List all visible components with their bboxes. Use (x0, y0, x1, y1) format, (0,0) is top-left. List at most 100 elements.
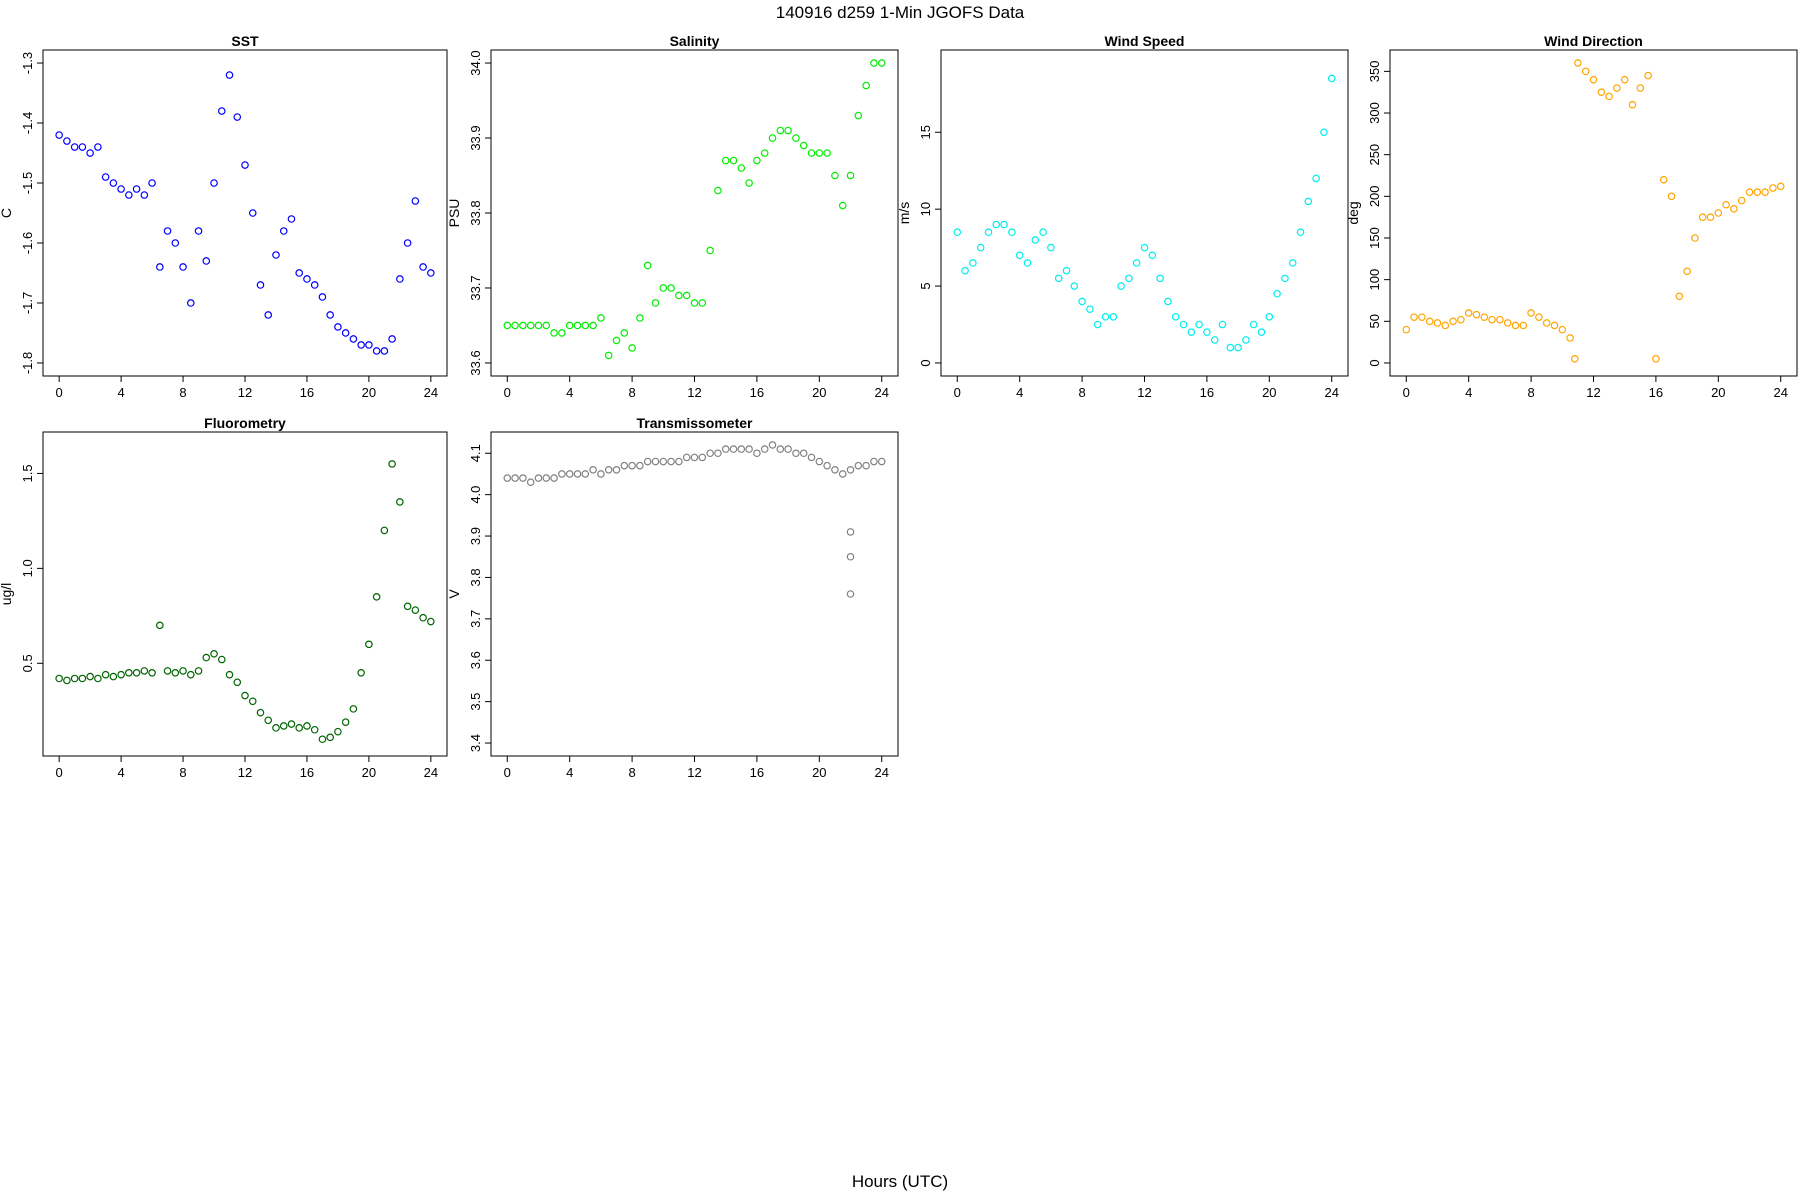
y-tick-label: 1.5 (20, 464, 35, 482)
data-point (380, 347, 389, 355)
data-point (1503, 319, 1512, 327)
data-point (179, 667, 187, 675)
data-point (659, 457, 668, 466)
data-point (573, 470, 582, 478)
x-tick-label: 0 (954, 385, 961, 400)
data-point (419, 613, 427, 622)
data-point (1636, 84, 1645, 92)
data-point (279, 722, 288, 730)
data-point (256, 708, 265, 717)
data-point (675, 291, 683, 300)
data-point (542, 474, 551, 482)
data-point (984, 228, 993, 237)
data-point (760, 149, 769, 157)
plot-frame (490, 49, 899, 377)
data-point (799, 449, 808, 458)
x-tick-label: 24 (424, 765, 438, 780)
data-point (1148, 251, 1157, 260)
data-point (667, 457, 675, 466)
data-point (163, 667, 172, 675)
y-tick-label: 3.4 (468, 734, 483, 752)
panels: SSTC04812162024-1.8-1.7-1.6-1.5-1.4-1.3S… (0, 33, 1798, 780)
data-point (1722, 200, 1730, 209)
data-point (287, 215, 296, 223)
panel-1: SST C 0 4 8 12 16 20 24 -1.8 -1.7 -1.6 -1.5 -1.4 -1.3 (0, 33, 448, 400)
data-point (953, 228, 962, 237)
data-point (380, 526, 389, 535)
data-point (1179, 320, 1188, 329)
x-tick-label: 12 (1586, 385, 1600, 400)
data-point (272, 724, 280, 732)
data-point (148, 179, 156, 187)
data-point (831, 465, 839, 474)
y-tick-label: 5 (918, 282, 933, 289)
panel-title: Wind Speed (1105, 33, 1185, 49)
x-tick-label: 12 (1137, 385, 1151, 400)
data-point (357, 341, 365, 349)
data-point (831, 171, 839, 180)
data-point (78, 674, 87, 683)
data-point (388, 335, 396, 343)
data-point (838, 470, 847, 478)
data-point (976, 243, 985, 252)
y-tick-label: 0 (1367, 359, 1382, 366)
panel-title: Salinity (670, 33, 720, 49)
data-point (1652, 354, 1660, 363)
data-point (729, 156, 738, 165)
x-tick-label: 20 (1262, 385, 1276, 400)
data-point (846, 171, 855, 180)
data-point (70, 674, 79, 683)
data-point (63, 676, 71, 685)
data-point (264, 311, 273, 319)
data-point (1320, 128, 1328, 137)
data-point (721, 445, 730, 453)
data-point (612, 336, 621, 345)
data-point (1776, 182, 1785, 191)
y-tick-label: 10 (918, 202, 933, 216)
data-point (225, 71, 234, 79)
x-tick-label: 20 (362, 765, 376, 780)
data-point (186, 670, 195, 679)
y-axis-label: PSU (446, 199, 462, 228)
x-tick-label: 0 (1403, 385, 1410, 400)
x-tick-label: 16 (1649, 385, 1663, 400)
data-point (1488, 315, 1496, 324)
y-tick-label: 3.6 (468, 651, 483, 669)
y-axis-label: deg (1345, 201, 1361, 224)
data-point (318, 293, 327, 301)
data-point (1597, 88, 1606, 96)
y-tick-label: 3.8 (468, 568, 483, 586)
panel-title: SST (231, 33, 259, 49)
data-point (1761, 188, 1769, 196)
data-point (1039, 228, 1047, 237)
data-point (427, 617, 435, 626)
data-point (55, 131, 63, 139)
data-point (1312, 174, 1320, 183)
data-point (1433, 319, 1442, 327)
data-point (217, 655, 226, 664)
x-tick-label: 16 (300, 765, 314, 780)
data-point (784, 126, 792, 135)
data-point (1613, 84, 1621, 92)
data-point (721, 156, 730, 165)
data-point (854, 111, 863, 120)
data-point (248, 697, 257, 706)
plot-frame (940, 49, 1349, 377)
y-tick-label: 50 (1367, 314, 1382, 328)
data-point (1457, 315, 1465, 324)
data-point (101, 173, 110, 181)
data-point (427, 269, 435, 277)
data-point (78, 143, 87, 151)
data-point (1542, 319, 1551, 327)
y-tick-label: 1.0 (20, 559, 35, 577)
data-point (1753, 188, 1762, 196)
data-point (1125, 274, 1133, 283)
data-point (1015, 251, 1024, 260)
data-point (403, 239, 412, 247)
data-point (1683, 267, 1691, 276)
data-point (419, 263, 427, 271)
data-point (534, 321, 543, 330)
data-point (815, 457, 824, 466)
x-tick-label: 4 (117, 765, 124, 780)
data-point (737, 164, 746, 172)
